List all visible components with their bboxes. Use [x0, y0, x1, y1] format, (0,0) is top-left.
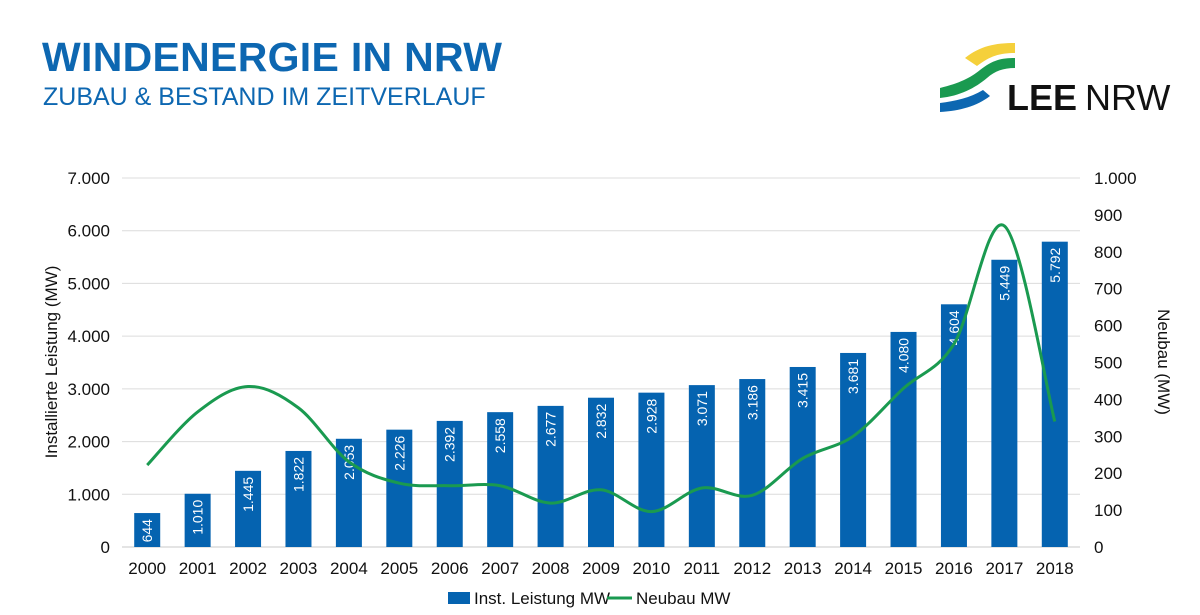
y-left-tick-label: 7.000	[67, 169, 110, 188]
bar-data-label: 2.226	[391, 435, 407, 470]
x-tick-label: 2005	[380, 559, 418, 578]
bar-data-label: 2.832	[593, 404, 609, 439]
y-right-tick-label: 1.000	[1094, 169, 1137, 188]
bar-data-label: 3.681	[845, 359, 861, 394]
y-right-tick-label: 400	[1094, 390, 1122, 409]
bar	[134, 513, 161, 547]
bar-data-label: 3.071	[694, 391, 710, 426]
x-tick-label: 2007	[481, 559, 519, 578]
x-tick-label: 2014	[834, 559, 872, 578]
bar	[386, 429, 413, 547]
x-tick-label: 2009	[582, 559, 620, 578]
bar	[840, 352, 867, 547]
bar-data-label: 1.822	[290, 457, 306, 492]
bar	[285, 450, 312, 547]
bar-data-label: 2.928	[643, 398, 659, 433]
logo-blue-stripe	[940, 90, 990, 112]
y-left-tick-label: 1.000	[67, 485, 110, 504]
bar-data-label: 2.558	[492, 418, 508, 453]
y-right-tick-label: 0	[1094, 538, 1103, 557]
y-left-tick-label: 6.000	[67, 222, 110, 241]
bar	[890, 331, 917, 547]
svg-text:LEE: LEE	[1007, 77, 1077, 118]
logo-yellow-stripe	[965, 43, 1015, 66]
legend-swatch-bar	[448, 592, 470, 604]
bar	[739, 379, 766, 547]
bar-data-label: 4.080	[896, 338, 912, 373]
bar-data-label: 2.677	[543, 412, 559, 447]
x-tick-label: 2008	[532, 559, 570, 578]
bar	[335, 438, 362, 547]
y-left-tick-label: 0	[101, 538, 110, 557]
bar-data-label: 5.449	[996, 266, 1012, 301]
y-left-tick-label: 3.000	[67, 380, 110, 399]
bar	[638, 392, 665, 547]
svg-text:NRW: NRW	[1085, 77, 1170, 118]
bar-data-label: 1.010	[190, 500, 206, 535]
y-right-tick-label: 700	[1094, 280, 1122, 299]
y-left-tick-label: 2.000	[67, 433, 110, 452]
x-tick-label: 2013	[784, 559, 822, 578]
bar	[1041, 241, 1068, 547]
page-subtitle: ZUBAU & BESTAND IM ZEITVERLAUF	[43, 83, 486, 111]
x-tick-label: 2018	[1036, 559, 1074, 578]
bar	[235, 470, 262, 547]
bar	[688, 385, 715, 547]
x-tick-label: 2003	[280, 559, 318, 578]
neubau-line	[146, 223, 1057, 514]
page-title: WINDENERGIE IN NRW	[42, 34, 503, 80]
x-tick-label: 2004	[330, 559, 368, 578]
bar	[184, 493, 211, 547]
legend-label-line: Neubau MW	[636, 589, 730, 608]
lee-nrw-logo: LEE NRW	[940, 43, 1170, 118]
bar	[588, 397, 614, 547]
x-tick-label: 2001	[179, 559, 217, 578]
y-right-tick-label: 100	[1094, 501, 1122, 520]
x-tick-label: 2012	[733, 559, 771, 578]
bar	[537, 405, 564, 547]
y-right-tick-label: 500	[1094, 354, 1122, 373]
y-right-tick-label: 800	[1094, 243, 1122, 262]
y-right-tick-label: 200	[1094, 464, 1122, 483]
bar-data-label: 5.792	[1047, 247, 1063, 282]
x-tick-label: 2015	[885, 559, 923, 578]
x-tick-label: 2016	[935, 559, 973, 578]
y-left-axis-label: Installierte Leistung (MW)	[42, 266, 61, 459]
y-right-tick-label: 900	[1094, 206, 1122, 225]
y-left-tick-label: 5.000	[67, 274, 110, 293]
bar-data-label: 2.392	[442, 427, 458, 462]
y-right-axis-label: Neubau (MW)	[1154, 309, 1173, 415]
x-tick-label: 2011	[684, 559, 721, 578]
bar	[991, 259, 1018, 547]
y-right-tick-label: 600	[1094, 317, 1122, 336]
y-right-tick-label: 300	[1094, 427, 1122, 446]
bar	[487, 412, 514, 547]
bar-data-label: 3.415	[795, 373, 811, 408]
bar-data-label: 1.445	[240, 477, 256, 512]
legend-label-bar: Inst. Leistung MW	[474, 589, 610, 608]
x-tick-label: 2002	[229, 559, 267, 578]
x-tick-label: 2017	[985, 559, 1023, 578]
y-left-tick-label: 4.000	[67, 327, 110, 346]
logo-green-stripe	[940, 58, 1015, 98]
bar	[436, 420, 463, 547]
x-tick-label: 2010	[633, 559, 671, 578]
bar-data-label: 3.186	[744, 385, 760, 420]
x-tick-label: 2006	[431, 559, 469, 578]
bar-data-label: 644	[139, 519, 155, 543]
bar-data-label: 4.604	[946, 310, 962, 345]
x-tick-label: 2000	[128, 559, 166, 578]
